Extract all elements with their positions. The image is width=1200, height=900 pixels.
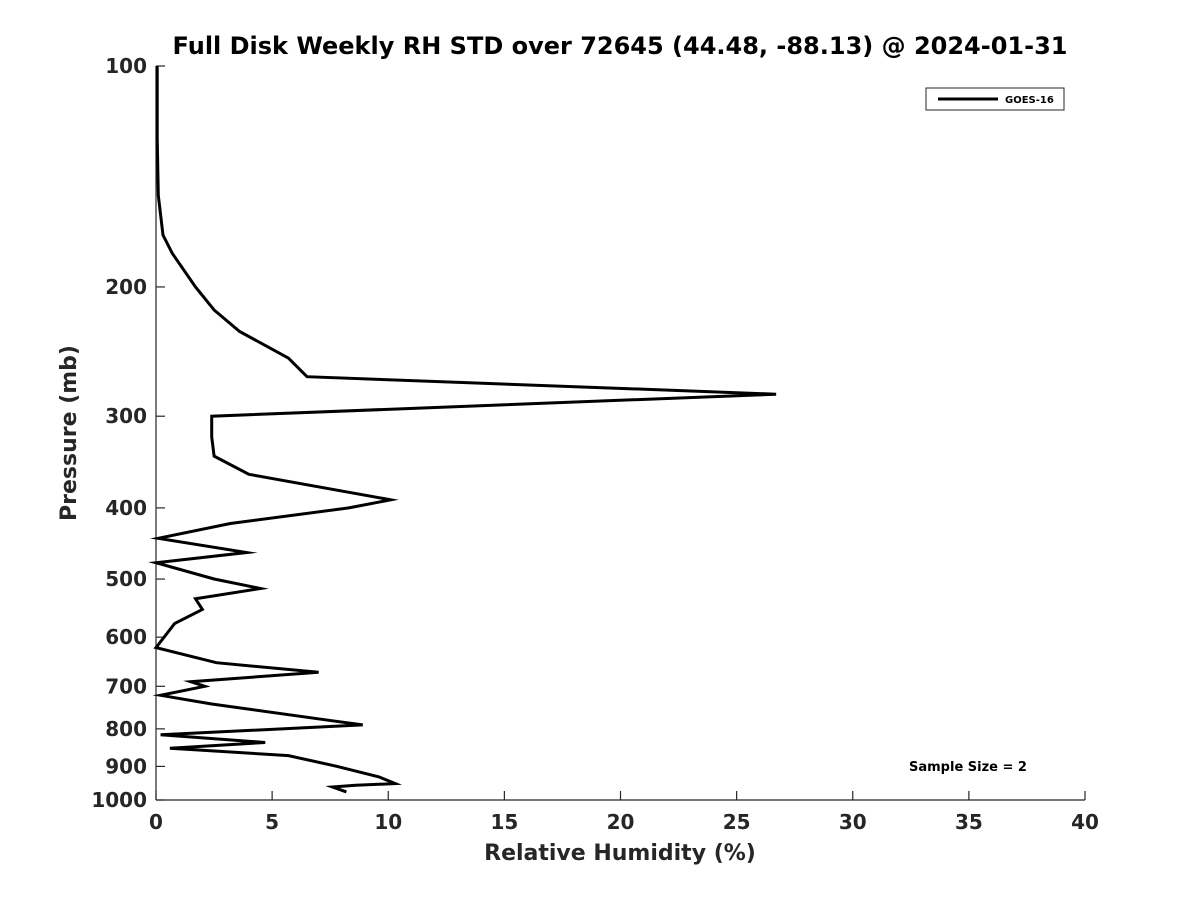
y-tick-label: 300 bbox=[105, 404, 147, 428]
legend: GOES-16 bbox=[925, 87, 1065, 111]
y-tick-label: 200 bbox=[105, 275, 147, 299]
legend-label-goes-16: GOES-16 bbox=[1005, 95, 1054, 106]
x-tick-label: 10 bbox=[374, 810, 402, 834]
x-tick-label: 35 bbox=[955, 810, 983, 834]
sample-size-annotation: Sample Size = 2 bbox=[909, 760, 1027, 775]
series-layer bbox=[148, 66, 777, 794]
y-axis-label: Pressure (mb) bbox=[57, 345, 82, 521]
y-tick-label: 700 bbox=[105, 674, 147, 698]
x-tick-label: 0 bbox=[149, 810, 163, 834]
y-tick-label: 100 bbox=[105, 54, 147, 78]
x-tick-label: 40 bbox=[1071, 810, 1099, 834]
x-ticks: 0 5 10 15 20 25 30 35 40 bbox=[149, 791, 1099, 834]
y-tick-label: 1000 bbox=[91, 788, 147, 812]
x-tick-label: 30 bbox=[839, 810, 867, 834]
chart-title: Full Disk Weekly RH STD over 72645 (44.4… bbox=[173, 32, 1068, 60]
x-axis-label: Relative Humidity (%) bbox=[484, 841, 756, 866]
y-tick-label: 500 bbox=[105, 567, 147, 591]
y-tick-label: 900 bbox=[105, 754, 147, 778]
y-ticks: 100 200 300 400 500 600 700 800 900 1000 bbox=[91, 54, 165, 812]
x-tick-label: 5 bbox=[265, 810, 279, 834]
y-tick-label: 800 bbox=[105, 717, 147, 741]
x-tick-label: 25 bbox=[723, 810, 751, 834]
x-tick-label: 20 bbox=[607, 810, 635, 834]
x-tick-label: 15 bbox=[490, 810, 518, 834]
series-line-goes-16 bbox=[148, 66, 777, 794]
y-tick-label: 400 bbox=[105, 496, 147, 520]
y-tick-label: 600 bbox=[105, 625, 147, 649]
